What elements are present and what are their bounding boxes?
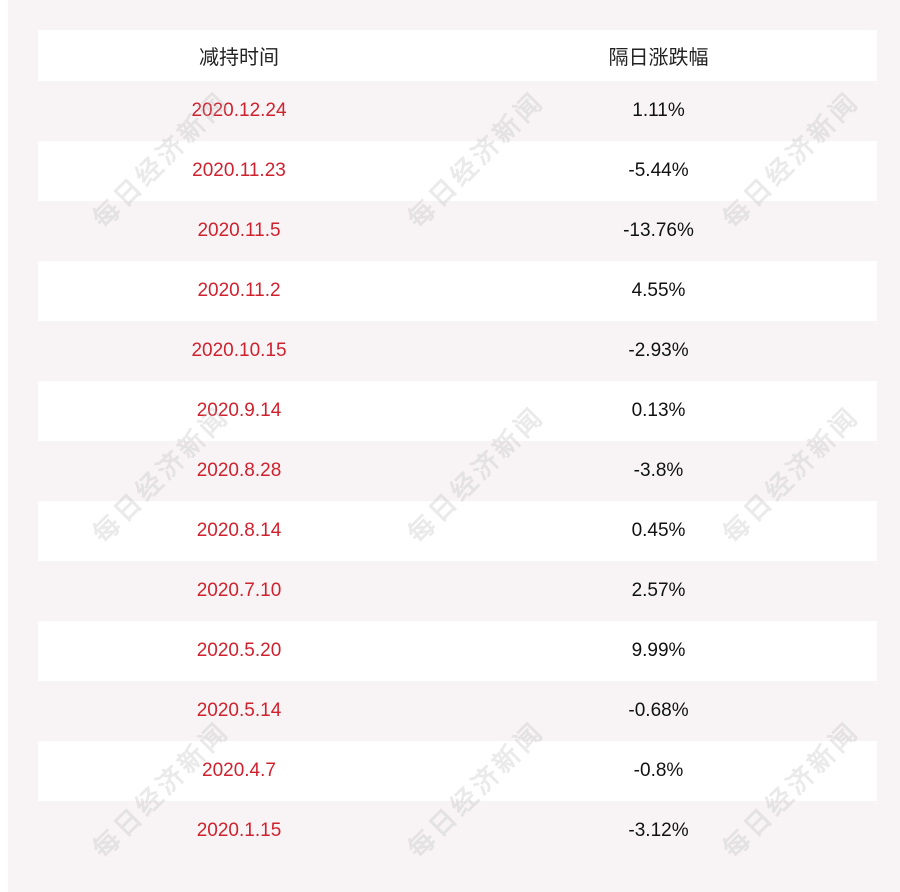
row-date: 2020.4.7 <box>202 760 276 781</box>
header-next-day-change: 隔日涨跌幅 <box>608 47 709 69</box>
table-row: 2020.11.5 -13.76% <box>38 201 877 261</box>
row-change: 2.57% <box>631 580 686 601</box>
row-change: -3.12% <box>628 820 689 841</box>
row-change: -5.44% <box>628 160 689 181</box>
table-row: 2020.1.15 -3.12% <box>38 801 877 861</box>
row-change: -13.76% <box>623 220 694 241</box>
row-change: -2.93% <box>628 340 689 361</box>
row-date: 2020.7.10 <box>196 580 282 601</box>
table-header: 减持时间 隔日涨跌幅 <box>38 30 877 81</box>
table-row: 2020.5.14 -0.68% <box>38 681 877 741</box>
table-row: 2020.11.2 4.55% <box>38 261 877 321</box>
row-change: -3.8% <box>633 460 684 481</box>
table-row: 2020.9.14 0.13% <box>38 381 877 441</box>
row-change: 0.45% <box>631 520 686 541</box>
row-change: 4.55% <box>631 280 686 301</box>
table-row: 2020.11.23 -5.44% <box>38 141 877 201</box>
row-date: 2020.8.28 <box>196 460 282 481</box>
row-change: -0.8% <box>633 760 684 781</box>
table-row: 2020.4.7 -0.8% <box>38 741 877 801</box>
reduction-table: 减持时间 隔日涨跌幅 2020.12.24 1.11% 2020.11.23 -… <box>38 30 877 861</box>
row-date: 2020.12.24 <box>191 100 287 121</box>
row-date: 2020.10.15 <box>191 340 287 361</box>
row-date: 2020.11.5 <box>197 220 281 241</box>
table-row: 2020.8.14 0.45% <box>38 501 877 561</box>
row-date: 2020.11.2 <box>197 280 281 301</box>
row-date: 2020.11.23 <box>192 160 286 181</box>
row-date: 2020.8.14 <box>196 520 282 541</box>
row-change: 0.13% <box>631 400 686 421</box>
table-row: 2020.7.10 2.57% <box>38 561 877 621</box>
row-date: 2020.5.20 <box>196 640 282 661</box>
table-row: 2020.12.24 1.11% <box>38 81 877 141</box>
row-change: 9.99% <box>631 640 686 661</box>
row-date: 2020.1.15 <box>196 820 282 841</box>
row-date: 2020.9.14 <box>196 400 282 421</box>
row-change: 1.11% <box>632 100 685 121</box>
table-row: 2020.8.28 -3.8% <box>38 441 877 501</box>
row-change: -0.68% <box>628 700 689 721</box>
row-date: 2020.5.14 <box>196 700 282 721</box>
table-row: 2020.5.20 9.99% <box>38 621 877 681</box>
header-reduction-time: 减持时间 <box>199 47 279 69</box>
table-row: 2020.10.15 -2.93% <box>38 321 877 381</box>
